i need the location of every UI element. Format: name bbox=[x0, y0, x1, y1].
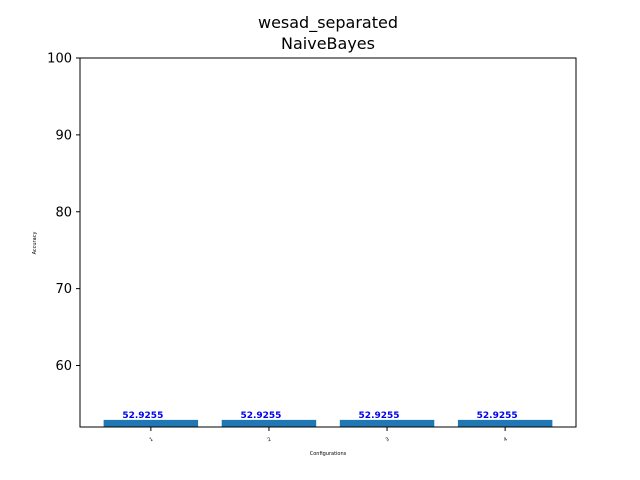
bar bbox=[103, 419, 199, 427]
bar-value-label: 52.9255 bbox=[477, 411, 518, 421]
bar bbox=[221, 419, 317, 427]
y-tick-label: 90 bbox=[55, 128, 72, 143]
chart-title: wesad_separated bbox=[258, 13, 398, 33]
bar bbox=[457, 419, 553, 427]
x-tick-label: 2 bbox=[267, 436, 273, 443]
y-tick-label: 80 bbox=[55, 205, 72, 220]
plot-frame bbox=[79, 57, 577, 428]
bar bbox=[339, 419, 435, 427]
y-axis-label: Accuracy bbox=[32, 232, 38, 255]
y-tick-label: 100 bbox=[47, 52, 72, 67]
y-tick-label: 70 bbox=[55, 282, 72, 297]
bar-value-label: 52.9255 bbox=[359, 411, 400, 421]
x-axis-label: Configurations bbox=[310, 451, 347, 457]
x-tick-label: 1 bbox=[148, 436, 154, 443]
plot-area: 60 70 80 90 100 52.9255 1 52.9255 2 52.9255 3 52.92… bbox=[47, 52, 553, 443]
chart-subtitle: NaiveBayes bbox=[281, 34, 375, 53]
y-tick-label: 60 bbox=[55, 359, 72, 374]
bar-value-label: 52.9255 bbox=[240, 411, 281, 421]
x-tick-label: 3 bbox=[385, 436, 391, 443]
x-tick-label: 4 bbox=[503, 436, 509, 443]
bar-value-label: 52.9255 bbox=[122, 411, 163, 421]
